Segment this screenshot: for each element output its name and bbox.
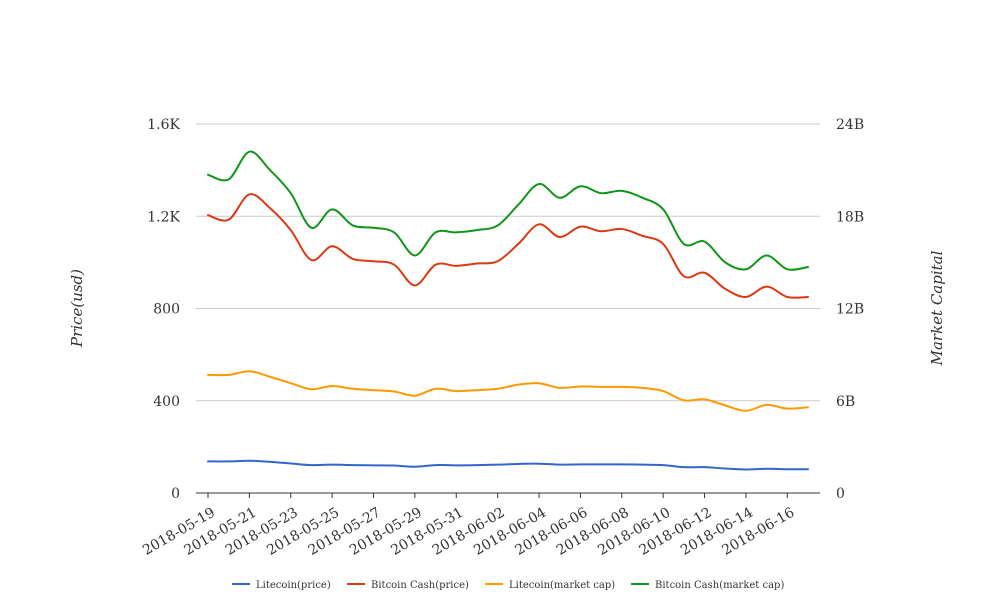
- y-tick-label-right: 18B: [836, 209, 864, 225]
- y-tick-label-right: 0: [836, 486, 845, 502]
- y-tick-label-right: 12B: [836, 302, 864, 318]
- y-tick-label-left: 0: [171, 486, 180, 502]
- legend: Litecoin(price) Bitcoin Cash(price) Liteco…: [232, 580, 784, 591]
- y-axis-right: 0 6B 12B 18B 24B: [836, 117, 864, 502]
- y-axis-right-title: Market Capital: [928, 250, 946, 366]
- legend-label: Litecoin(price): [256, 580, 331, 591]
- series-line-0: [207, 459, 809, 471]
- series-line-1: [207, 193, 809, 299]
- series-line-2: [207, 370, 809, 412]
- y-tick-label-right: 6B: [836, 394, 855, 410]
- y-tick-label-left: 800: [153, 302, 180, 318]
- series-lines: [207, 150, 809, 471]
- legend-label: Litecoin(market cap): [509, 580, 615, 591]
- y-tick-label-left: 400: [153, 394, 180, 410]
- legend-label: Bitcoin Cash(price): [371, 580, 469, 591]
- y-axis-left-title: Price(usd): [68, 269, 86, 348]
- y-tick-label-left: 1.2K: [147, 209, 180, 225]
- y-axis-left: 0 400 800 1.2K 1.6K: [147, 117, 180, 502]
- y-tick-label-left: 1.6K: [147, 117, 180, 133]
- legend-label: Bitcoin Cash(market cap): [655, 580, 784, 591]
- x-axis: 2018-05-192018-05-212018-05-232018-05-25…: [140, 493, 797, 559]
- y-tick-label-right: 24B: [836, 117, 864, 133]
- series-line-3: [207, 150, 809, 271]
